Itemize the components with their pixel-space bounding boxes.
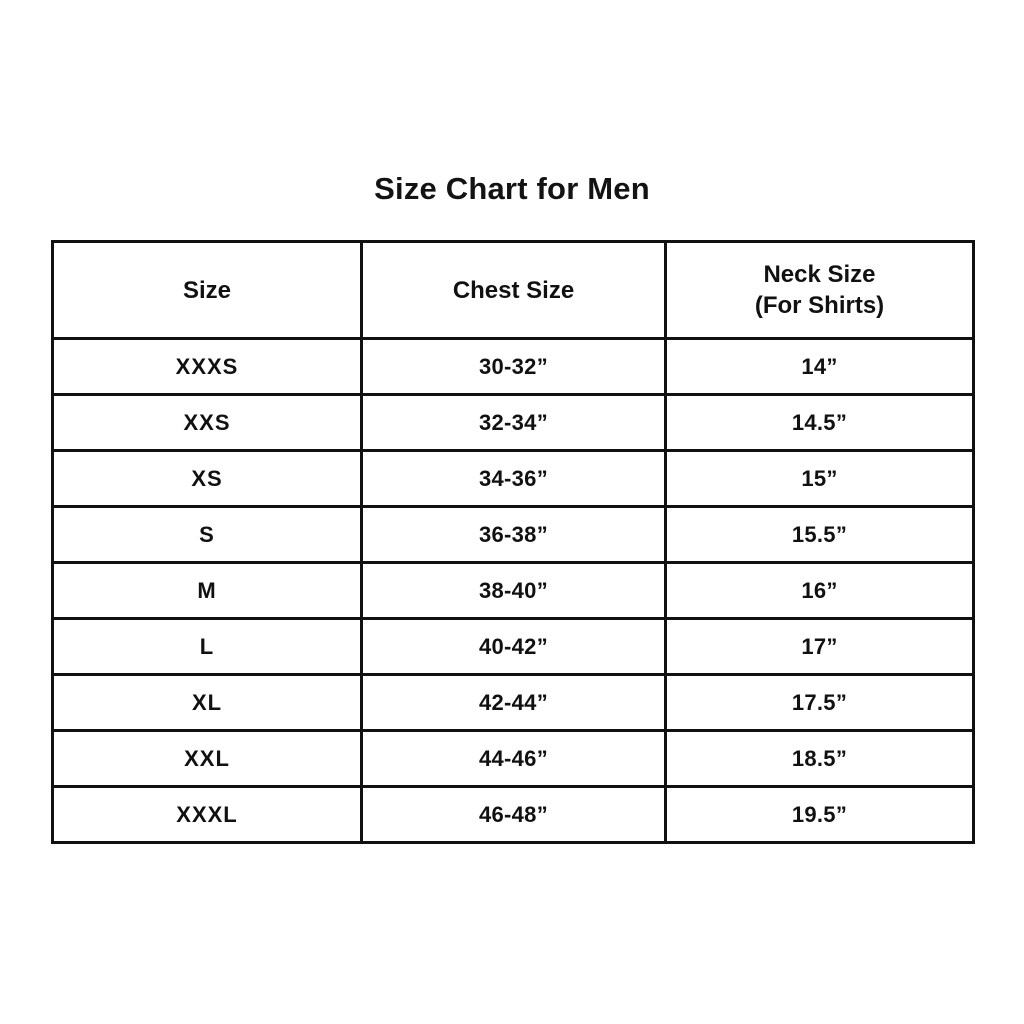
cell-chest: 30-32”	[360, 337, 667, 396]
table-header: Size Chest Size Neck Size (For Shirts)	[51, 240, 975, 340]
cell-chest: 36-38”	[360, 505, 667, 564]
table-row: XXS 32-34” 14.5”	[51, 393, 975, 452]
column-header-chest-label: Chest Size	[452, 276, 575, 304]
table-row: XS 34-36” 15”	[51, 449, 975, 508]
cell-size: XS	[51, 449, 363, 508]
column-header-neck-label: Neck Size	[763, 261, 876, 288]
column-header-size-label: Size	[182, 276, 232, 304]
size-chart-table: Size Chest Size Neck Size (For Shirts) X…	[51, 240, 975, 844]
cell-size: XXL	[51, 729, 363, 788]
table-header-row: Size Chest Size Neck Size (For Shirts)	[51, 240, 975, 340]
cell-size: M	[51, 561, 363, 620]
column-header-neck: Neck Size (For Shirts)	[664, 240, 975, 340]
table-row: XXXS 30-32” 14”	[51, 337, 975, 396]
cell-chest: 38-40”	[360, 561, 667, 620]
cell-chest: 32-34”	[360, 393, 667, 452]
table-row: XXL 44-46” 18.5”	[51, 729, 975, 788]
cell-size: XXXL	[51, 785, 363, 844]
cell-chest: 40-42”	[360, 617, 667, 676]
cell-neck: 19.5”	[664, 785, 975, 844]
cell-neck: 16”	[664, 561, 975, 620]
page-title: Size Chart for Men	[374, 171, 650, 206]
table-row: XXXL 46-48” 19.5”	[51, 785, 975, 844]
column-header-neck-sublabel: (For Shirts)	[754, 292, 885, 319]
table-row: S 36-38” 15.5”	[51, 505, 975, 564]
table-body: XXXS 30-32” 14” XXS 32-34” 14.5” XS 34-3…	[51, 337, 975, 844]
cell-neck: 15”	[664, 449, 975, 508]
cell-size: S	[51, 505, 363, 564]
cell-size: XL	[51, 673, 363, 732]
column-header-size: Size	[51, 240, 363, 340]
cell-neck: 14.5”	[664, 393, 975, 452]
cell-chest: 44-46”	[360, 729, 667, 788]
column-header-chest: Chest Size	[360, 240, 667, 340]
cell-neck: 14”	[664, 337, 975, 396]
cell-chest: 34-36”	[360, 449, 667, 508]
table-row: M 38-40” 16”	[51, 561, 975, 620]
cell-neck: 18.5”	[664, 729, 975, 788]
cell-chest: 46-48”	[360, 785, 667, 844]
cell-size: L	[51, 617, 363, 676]
cell-neck: 17.5”	[664, 673, 975, 732]
cell-chest: 42-44”	[360, 673, 667, 732]
table-row: L 40-42” 17”	[51, 617, 975, 676]
table-row: XL 42-44” 17.5”	[51, 673, 975, 732]
cell-neck: 15.5”	[664, 505, 975, 564]
cell-neck: 17”	[664, 617, 975, 676]
cell-size: XXS	[51, 393, 363, 452]
cell-size: XXXS	[51, 337, 363, 396]
